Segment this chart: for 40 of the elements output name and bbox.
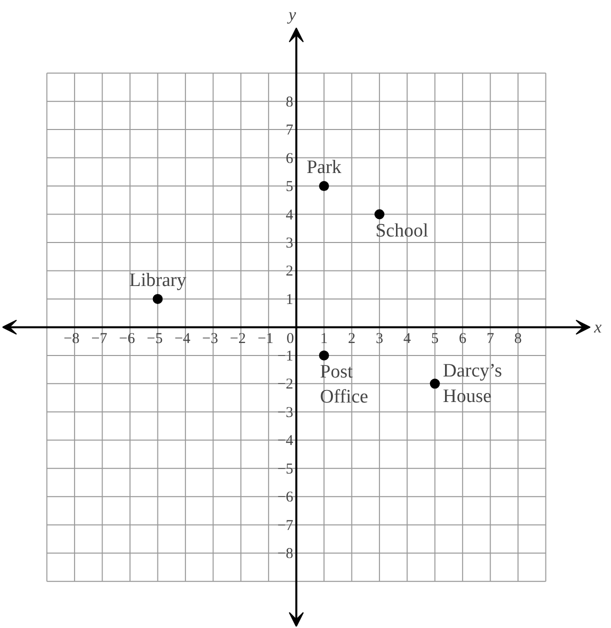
x-tick-label: 2 (348, 331, 356, 348)
annotation: School (375, 220, 428, 242)
x-tick-label: 6 (458, 331, 467, 348)
x-tick-label: −5 (146, 331, 163, 348)
y-tick-label: −6 (277, 490, 294, 506)
x-tick-label: 1 (320, 331, 328, 348)
y-tick-label: −3 (277, 404, 294, 421)
x-tick-label: 5 (431, 331, 439, 348)
y-tick-label: −2 (277, 376, 294, 393)
y-tick-label: 7 (286, 122, 294, 139)
y-tick-label: 4 (286, 207, 294, 224)
x-tick-label: 0 (286, 331, 294, 348)
y-tick-label: −8 (277, 546, 294, 562)
annotation: Library (129, 270, 187, 291)
annotation: Post Office (320, 361, 368, 408)
x-tick-label: 7 (486, 331, 495, 348)
x-tick-label: 3 (376, 331, 384, 348)
x-tick-label: 4 (403, 331, 412, 348)
x-tick-label: −4 (174, 331, 191, 348)
y-tick-label: 5 (286, 179, 294, 196)
x-tick-label: −6 (119, 331, 136, 348)
y-tick-label: 8 (286, 94, 294, 110)
y-tick-label: −1 (277, 348, 294, 364)
y-tick-label: −4 (277, 433, 294, 450)
y-tick-label: −7 (277, 518, 294, 534)
y-tick-label: 6 (286, 150, 294, 167)
y-tick-label: −5 (277, 461, 294, 478)
x-tick-label: −3 (202, 331, 218, 348)
x-tick-label: −7 (91, 331, 108, 348)
annotation: Darcy’s House (442, 360, 502, 407)
x-tick-label: 8 (514, 331, 522, 348)
x-tick-label: −8 (64, 331, 80, 348)
x-axis-title: x (593, 318, 602, 337)
y-tick-label: 3 (286, 236, 294, 252)
x-tick-label: −1 (258, 331, 274, 348)
y-tick-label: 1 (286, 292, 294, 308)
y-axis-title: y (286, 4, 297, 24)
annotation: Park (306, 157, 342, 178)
x-tick-label: −2 (230, 331, 246, 348)
y-tick-label: 2 (286, 264, 294, 280)
